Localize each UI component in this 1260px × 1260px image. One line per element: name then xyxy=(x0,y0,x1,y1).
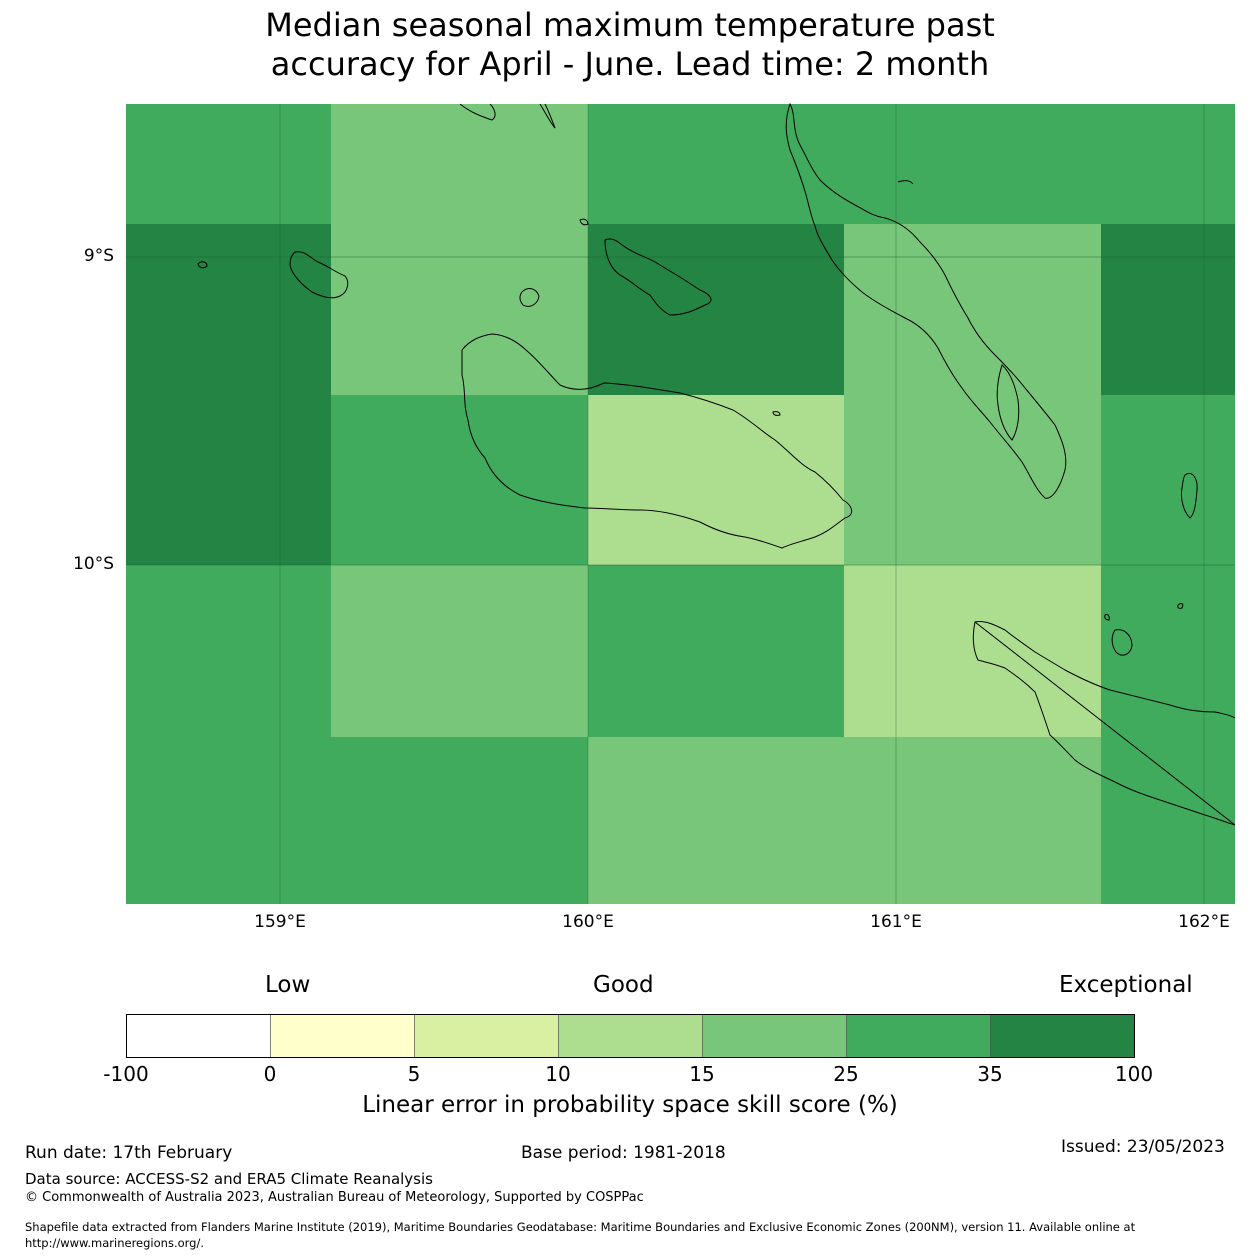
grid-cell xyxy=(588,737,844,904)
coastline-savo xyxy=(519,288,540,307)
coastline-islet-d xyxy=(579,218,589,226)
grid-cell xyxy=(126,104,331,224)
grid-cell xyxy=(331,104,588,224)
colorbar-segment xyxy=(414,1014,559,1058)
legend-label-good: Good xyxy=(593,972,654,998)
lon-label-160e: 160°E xyxy=(562,912,614,932)
grid-cell xyxy=(331,395,588,565)
coastline-islet-e xyxy=(1177,603,1184,609)
title-line-1: Median seasonal maximum temperature past xyxy=(265,6,995,44)
coastline-islet-b xyxy=(897,180,914,185)
run-date: Run date: 17th February xyxy=(25,1143,233,1163)
grid-cell xyxy=(588,565,844,737)
coastline-islet-a xyxy=(197,261,208,269)
grid-cell xyxy=(1101,104,1235,224)
coastline-makira xyxy=(972,621,1236,826)
grid-cell xyxy=(588,395,844,565)
colorbar-border xyxy=(126,1014,1135,1058)
grid-cell xyxy=(844,395,1101,565)
coastlines xyxy=(197,102,1236,826)
grid-cell xyxy=(844,224,1101,395)
grid-cells xyxy=(126,104,1235,904)
colorbar-segment xyxy=(270,1014,415,1058)
grid-cell xyxy=(1101,395,1235,565)
lat-label-9s: 9°S xyxy=(83,246,114,266)
colorbar-tick: 15 xyxy=(689,1062,715,1086)
colorbar-tick: 0 xyxy=(263,1062,277,1086)
colorbar-tick: 10 xyxy=(545,1062,571,1086)
legend-label-low: Low xyxy=(265,972,311,998)
coastline-north-islet xyxy=(459,103,556,129)
shapefile-credit-line-2: http://www.marineregions.org/. xyxy=(25,1236,204,1250)
coastline-islet-c xyxy=(772,411,781,416)
grid-cell xyxy=(331,565,588,737)
colorbar-segment xyxy=(702,1014,847,1058)
colorbar-tick: -100 xyxy=(103,1062,149,1086)
colorbar-tick: 100 xyxy=(1114,1062,1154,1086)
colorbar-segment xyxy=(990,1014,1135,1058)
copyright: © Commonwealth of Australia 2023, Austra… xyxy=(25,1190,644,1205)
legend-label-exceptional: Exceptional xyxy=(1059,972,1193,998)
title-line-2: accuracy for April - June. Lead time: 2 … xyxy=(270,45,990,83)
grid-cell xyxy=(844,565,1101,737)
grid-cell xyxy=(126,224,331,395)
colorbar-title: Linear error in probability space skill … xyxy=(362,1092,898,1118)
grid-cell xyxy=(126,737,331,904)
data-source: Data source: ACCESS-S2 and ERA5 Climate … xyxy=(25,1170,433,1188)
issued-date: Issued: 23/05/2023 xyxy=(1061,1137,1225,1157)
coastline-small-malaita xyxy=(996,364,1020,441)
lon-label-162e: 162°E xyxy=(1178,912,1230,932)
colorbar xyxy=(126,1014,1135,1058)
coastline-islet-f xyxy=(1104,614,1110,621)
grid-cell xyxy=(1101,224,1235,395)
grid-cell xyxy=(844,737,1101,904)
shapefile-credit-line-1: Shapefile data extracted from Flanders M… xyxy=(25,1220,1136,1234)
grid-cell xyxy=(331,224,588,395)
colorbar-segment xyxy=(558,1014,703,1058)
lon-label-161e: 161°E xyxy=(870,912,922,932)
coastline-ugi xyxy=(1111,629,1133,656)
colorbar-segment xyxy=(126,1014,271,1058)
coastline-russell-islands xyxy=(289,251,349,299)
grid-cell xyxy=(844,104,1101,224)
base-period: Base period: 1981-2018 xyxy=(521,1143,726,1163)
lat-label-10s: 10°S xyxy=(73,554,114,574)
lon-label-159e: 159°E xyxy=(254,912,306,932)
coastline-guadalcanal xyxy=(461,333,853,549)
graticule xyxy=(126,104,1235,904)
grid-cell xyxy=(126,565,331,737)
grid-cell xyxy=(331,737,588,904)
coastline-malaita xyxy=(785,102,1067,499)
colorbar-segment xyxy=(846,1014,991,1058)
grid-cell xyxy=(1101,565,1235,737)
grid-cell xyxy=(588,104,844,224)
colorbar-tick: 5 xyxy=(407,1062,421,1086)
map-title: Median seasonal maximum temperature past… xyxy=(0,6,1260,84)
grid-cell xyxy=(1101,737,1235,904)
coastline-florida-islands xyxy=(604,238,712,316)
grid-cell xyxy=(588,224,844,395)
coastline-ulawa xyxy=(1181,473,1198,519)
colorbar-tick: 25 xyxy=(833,1062,859,1086)
colorbar-tick: 35 xyxy=(977,1062,1003,1086)
grid-cell xyxy=(126,395,331,565)
